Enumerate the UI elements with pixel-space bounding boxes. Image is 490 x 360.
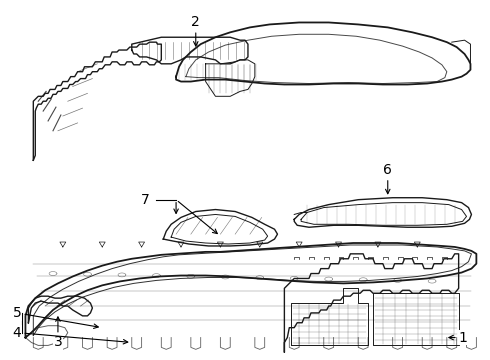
- Text: 4: 4: [13, 325, 128, 344]
- Text: 2: 2: [192, 15, 200, 46]
- Text: 3: 3: [53, 317, 62, 350]
- Text: 5: 5: [13, 306, 98, 328]
- Text: 6: 6: [383, 163, 392, 194]
- Text: 1: 1: [449, 330, 467, 345]
- Text: 7: 7: [141, 193, 149, 207]
